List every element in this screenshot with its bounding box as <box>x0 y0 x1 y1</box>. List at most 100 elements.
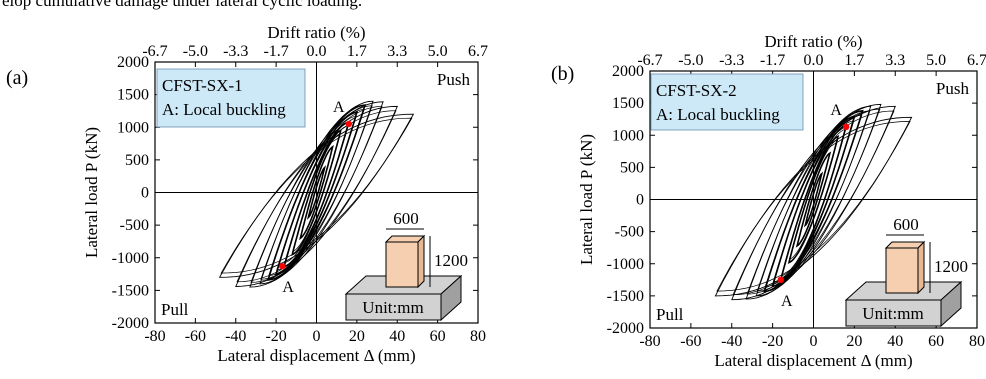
buckling-point-marker <box>777 276 784 284</box>
buckling-point-label: A <box>333 99 345 116</box>
y-tick-label: -2000 <box>607 320 644 337</box>
push-label: Push <box>936 79 970 98</box>
buckling-point-marker <box>278 263 286 270</box>
top-tick-label: -1.7 <box>760 52 785 69</box>
hysteresis-loop-repeat <box>772 120 855 283</box>
hysteresis-loop-repeat <box>756 110 871 292</box>
top-tick-label: -5.0 <box>183 43 208 60</box>
base-side-face <box>440 274 462 322</box>
top-tick-label: 3.3 <box>885 52 905 69</box>
hysteresis-loop <box>795 151 832 248</box>
x-tick-label: -20 <box>762 333 783 350</box>
y-tick-label: 2000 <box>612 63 644 80</box>
x-tick-label: 40 <box>389 328 405 345</box>
x-tick-label: 60 <box>928 333 944 350</box>
y-tick-label: 0 <box>141 185 149 202</box>
hysteresis-chart-a: (a) -80 -60 -40 -20 0 20 40 60 80 -6.7 -5.0 -3.3 -1.7… <box>6 23 488 365</box>
hysteresis-loop-repeat <box>764 114 863 288</box>
hysteresis-loop <box>235 105 399 287</box>
y-tick-label: 2000 <box>117 54 149 71</box>
hysteresis-loop-repeat <box>220 117 413 274</box>
hysteresis-loop-repeat <box>788 139 839 260</box>
top-tick-label: 6.7 <box>967 52 986 69</box>
unit-label: Unit:mm <box>862 304 923 323</box>
top-tick-label: 5.0 <box>428 43 448 60</box>
x-tick-label: 80 <box>470 328 486 345</box>
hysteresis-loop <box>803 171 824 228</box>
hysteresis-loop-repeat <box>260 105 373 280</box>
panel-letter: (b) <box>551 63 574 85</box>
base-side-face <box>940 280 962 328</box>
panel-letter: (a) <box>6 67 28 89</box>
legend-box <box>650 73 804 131</box>
x-tick-label: -40 <box>721 333 742 350</box>
hysteresis-loop <box>731 105 896 301</box>
top-tick-label: 1.7 <box>347 43 367 60</box>
height-dimension-label: 1200 <box>934 257 968 276</box>
column-side-face <box>417 234 425 289</box>
y-tick-label: 0 <box>636 192 644 209</box>
y-tick-label: 1000 <box>612 127 644 144</box>
x-tick-label: -80 <box>144 328 165 345</box>
unit-label: Unit:mm <box>362 298 423 317</box>
top-tick-label: -3.3 <box>223 43 248 60</box>
x-tick-label: 40 <box>887 333 903 350</box>
y-axis-title: Lateral load P (kN) <box>82 127 101 258</box>
column-front-face <box>885 247 919 294</box>
column-side-face <box>917 240 925 295</box>
buckling-point-label: A <box>830 102 842 119</box>
x-tick-label: 0 <box>810 333 818 350</box>
hysteresis-loop <box>306 165 327 220</box>
y-tick-label: -1000 <box>607 256 644 273</box>
buckling-point-marker <box>345 120 352 128</box>
x-tick-label: 20 <box>846 333 862 350</box>
top-tick-label: -5.0 <box>678 52 703 69</box>
top-tick-label: 3.3 <box>387 43 407 60</box>
buckling-point-label: A <box>781 293 793 310</box>
base-front-face <box>345 293 442 321</box>
hysteresis-loop-repeat <box>716 121 911 292</box>
buckling-point-marker <box>843 123 850 131</box>
buckling-point-label: A <box>282 279 294 296</box>
x-axis-title: Lateral displacement Δ (mm) <box>217 346 415 365</box>
hysteresis-loop <box>299 144 334 241</box>
width-dimension-label: 600 <box>393 209 419 228</box>
y-tick-label: 500 <box>620 159 644 176</box>
top-axis-title: Drift ratio (%) <box>267 23 365 42</box>
y-tick-label: -1000 <box>112 250 149 267</box>
y-tick-label: 500 <box>125 152 149 169</box>
y-axis-title: Lateral load P (kN) <box>577 134 596 265</box>
column-front-face <box>385 241 419 288</box>
hysteresis-loop <box>755 105 872 297</box>
top-tick-label: 6.7 <box>468 43 488 60</box>
top-tick-label: -3.3 <box>719 52 744 69</box>
top-tick-label: -1.7 <box>263 43 288 60</box>
x-tick-label: -40 <box>225 328 246 345</box>
hysteresis-chart-b: (b) -80 -60 -40 -20 0 20 40 60 80 -6.7 -5.0 -3.3 -1.7… <box>551 32 986 370</box>
top-tick-label: 1.7 <box>844 52 864 69</box>
x-tick-label: 60 <box>430 328 446 345</box>
legend-box <box>156 68 306 128</box>
y-tick-label: -500 <box>120 217 149 234</box>
x-tick-label: -60 <box>680 333 701 350</box>
x-axis-title: Lateral displacement Δ (mm) <box>714 351 912 370</box>
top-tick-label: -6.7 <box>637 52 662 69</box>
top-axis-title: Drift ratio (%) <box>764 32 862 51</box>
legend-title: CFST-SX-2 <box>656 81 737 100</box>
y-tick-label: -500 <box>615 224 644 241</box>
hysteresis-loop-repeat <box>276 115 357 271</box>
width-dimension-label: 600 <box>893 215 919 234</box>
hysteresis-loop <box>259 100 374 285</box>
top-tick-label: 0.0 <box>804 52 824 69</box>
x-tick-label: 0 <box>313 328 321 345</box>
x-tick-label: -60 <box>185 328 206 345</box>
legend-note: A: Local buckling <box>162 100 286 119</box>
figure-caption-fragment: elop cumulative damage under lateral cyc… <box>2 0 363 10</box>
legend-title: CFST-SX-1 <box>162 76 243 95</box>
specimen-inset: Unit:mm 600 1200 <box>844 215 968 328</box>
top-tick-label: 5.0 <box>926 52 946 69</box>
hysteresis-loop <box>249 101 384 288</box>
hysteresis-loop-repeat <box>292 132 341 253</box>
y-tick-label: 1500 <box>117 87 149 104</box>
y-tick-label: -2000 <box>112 315 149 332</box>
